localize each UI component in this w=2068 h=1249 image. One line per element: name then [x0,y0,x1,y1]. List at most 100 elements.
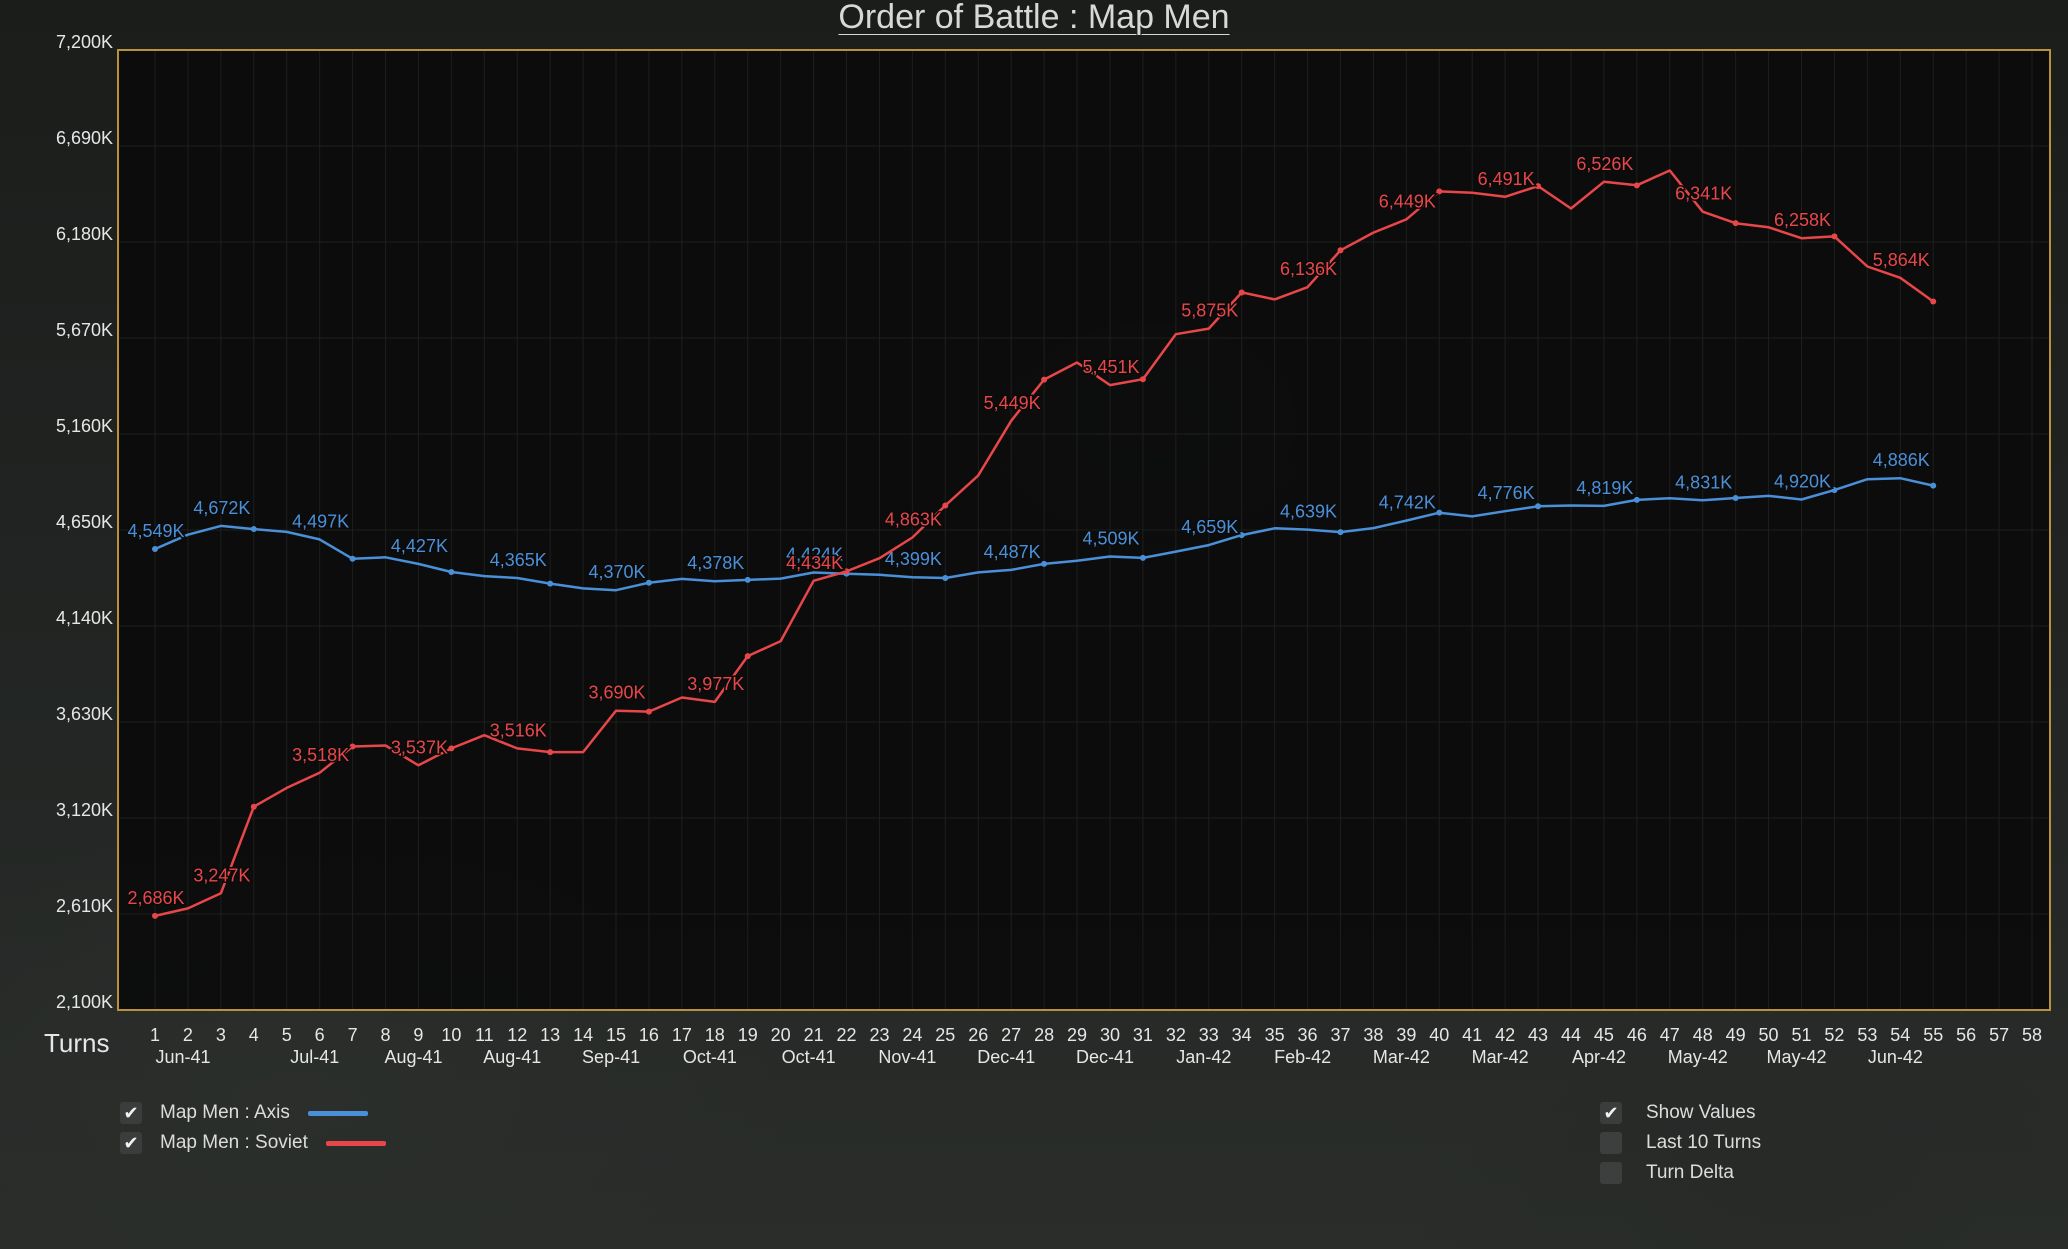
axis-data-point [1535,503,1542,510]
axis-data-point [942,575,949,581]
axis-data-point [1139,554,1146,561]
axis-data-point [448,568,455,575]
x-date-label: Feb-42 [1274,1047,1331,1067]
x-tick-label: 22 [837,1025,857,1045]
x-tick-label: 28 [1034,1025,1054,1045]
soviet-data-label: 6,449K [1379,191,1436,211]
x-tick-label: 9 [413,1025,423,1045]
checkbox-empty-icon[interactable] [1600,1132,1622,1154]
soviet-data-label: 3,247K [193,865,250,885]
x-tick-label: 26 [968,1025,988,1045]
x-tick-label: 38 [1363,1025,1383,1045]
soviet-data-point [1238,289,1245,296]
x-date-label: Dec-41 [1076,1047,1134,1067]
soviet-data-point [1041,376,1048,383]
x-tick-label: 52 [1824,1025,1844,1045]
soviet-data-label: 3,518K [292,745,349,765]
axis-data-label: 4,370K [588,562,645,582]
x-date-label: Aug-41 [483,1047,541,1067]
axis-data-label: 4,672K [193,498,250,518]
axis-data-label: 4,487K [984,542,1041,562]
axis-data-label: 4,659K [1181,517,1238,537]
axis-data-point [1633,496,1640,503]
x-tick-label: 56 [1956,1025,1976,1045]
soviet-data-label: 3,516K [490,720,547,740]
y-tick-label: 2,100K [56,992,113,1012]
legend-item-axis[interactable]: ✔ Map Men : Axis [120,1098,386,1128]
x-tick-label: 41 [1462,1025,1482,1045]
x-tick-label: 43 [1528,1025,1548,1045]
x-tick-label: 4 [249,1025,259,1045]
soviet-data-label: 5,451K [1082,357,1139,377]
x-tick-label: 58 [2022,1025,2042,1045]
axis-data-label: 4,776K [1478,483,1535,503]
x-date-label: Sep-41 [582,1047,640,1067]
x-tick-label: 36 [1298,1025,1318,1045]
x-tick-label: 12 [507,1025,527,1045]
soviet-data-point [744,653,751,660]
x-tick-label: 18 [705,1025,725,1045]
x-tick-label: 23 [869,1025,889,1045]
x-tick-label: 14 [573,1025,593,1045]
x-tick-label: 35 [1265,1025,1285,1045]
soviet-data-label: 3,537K [391,737,448,757]
soviet-data-label: 4,863K [885,510,942,530]
x-date-label: Jun-41 [155,1047,210,1067]
x-date-label: Oct-41 [782,1047,836,1067]
x-tick-label: 40 [1429,1025,1449,1045]
x-tick-label: 47 [1660,1025,1680,1045]
x-tick-label: 3 [216,1025,226,1045]
soviet-data-point [349,743,356,750]
y-tick-label: 6,690K [56,128,113,148]
x-tick-label: 50 [1759,1025,1779,1045]
soviet-data-label: 5,875K [1181,301,1238,321]
check-icon[interactable]: ✔ [1600,1102,1622,1124]
x-tick-label: 31 [1133,1025,1153,1045]
y-tick-label: 2,610K [56,896,113,916]
y-tick-label: 3,120K [56,800,113,820]
y-tick-label: 6,180K [56,224,113,244]
x-tick-label: 37 [1330,1025,1350,1045]
x-tick-label: 8 [381,1025,391,1045]
axis-data-label: 4,497K [292,511,349,531]
x-tick-label: 44 [1561,1025,1581,1045]
x-tick-label: 34 [1232,1025,1252,1045]
soviet-data-label: 5,449K [984,393,1041,413]
checkbox-empty-icon[interactable] [1600,1162,1622,1184]
legend-item-soviet[interactable]: ✔ Map Men : Soviet [120,1128,386,1158]
soviet-data-point [1732,220,1739,227]
x-tick-label: 20 [771,1025,791,1045]
axis-data-label: 4,639K [1280,502,1337,522]
option-show-values[interactable]: ✔ Show Values [1600,1098,1761,1128]
option-label-turn-delta: Turn Delta [1646,1162,1734,1183]
x-date-label: Oct-41 [683,1047,737,1067]
soviet-data-point [942,502,949,509]
y-tick-label: 7,200K [56,32,113,52]
x-tick-label: 11 [475,1025,494,1045]
axis-data-label: 4,920K [1774,472,1831,492]
x-tick-label: 15 [606,1025,626,1045]
x-tick-label: 5 [282,1025,292,1045]
legend-swatch-axis [307,1110,368,1116]
x-date-label: May-42 [1668,1047,1728,1067]
soviet-data-point [1139,376,1146,383]
option-last-10-turns[interactable]: Last 10 Turns [1600,1128,1761,1158]
axis-data-point [250,526,257,533]
x-tick-label: 30 [1100,1025,1120,1045]
soviet-data-point [1633,182,1640,189]
soviet-data-label: 3,690K [588,683,645,703]
axis-data-label: 4,819K [1576,478,1633,498]
legend: ✔ Map Men : Axis ✔ Map Men : Soviet [120,1098,386,1158]
soviet-data-point [1337,247,1344,254]
x-axis-label: Turns [44,1028,110,1058]
x-tick-label: 17 [672,1025,692,1045]
axis-data-label: 4,742K [1379,493,1436,513]
check-icon[interactable]: ✔ [120,1102,142,1124]
x-tick-label: 1 [150,1025,160,1045]
axis-data-point [1041,560,1048,567]
axis-data-point [1337,529,1344,536]
chart-title: Order of Battle : Map Men [838,0,1230,36]
soviet-data-point [1930,298,1937,305]
check-icon[interactable]: ✔ [120,1132,142,1154]
option-turn-delta[interactable]: Turn Delta [1600,1158,1761,1188]
